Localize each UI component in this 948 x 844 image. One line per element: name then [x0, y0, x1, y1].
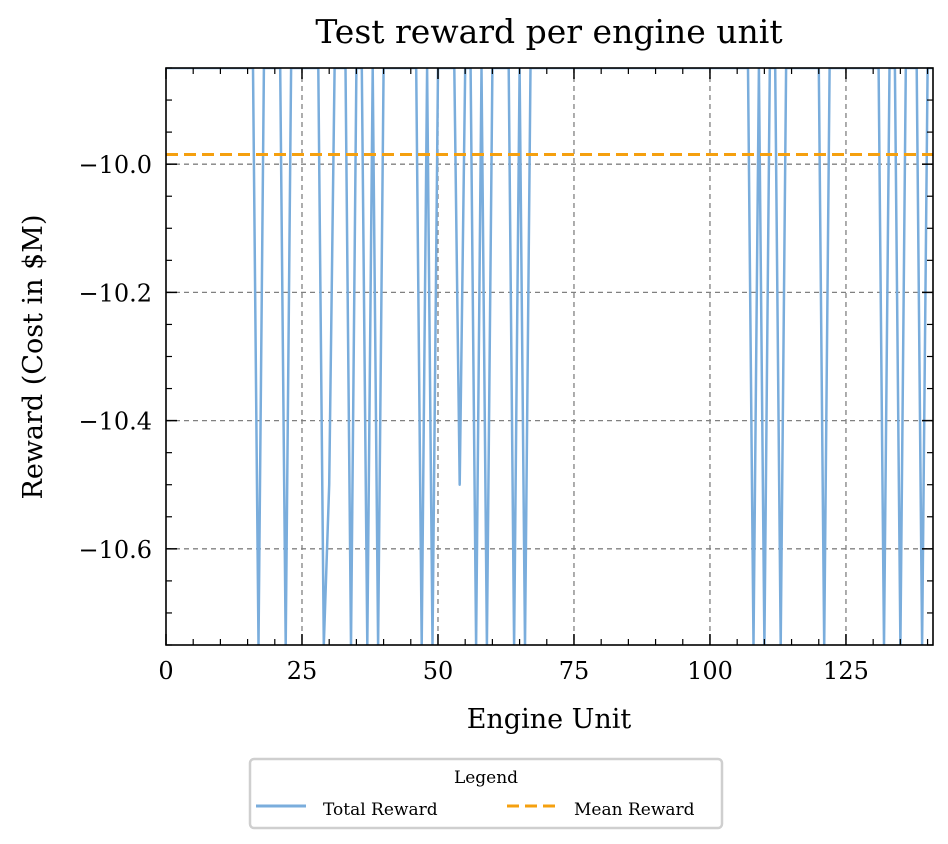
y-tick-label: −10.6: [78, 536, 152, 564]
y-tick-label: −10.2: [78, 279, 152, 307]
grid: [166, 68, 933, 645]
x-tick-label: 25: [287, 657, 318, 685]
x-tick-label: 75: [559, 657, 590, 685]
x-tick-label: 100: [687, 657, 733, 685]
y-tick-label: −10.4: [78, 408, 152, 436]
y-axis-label: Reward (Cost in $M): [18, 215, 49, 500]
x-axis-label: Engine Unit: [467, 704, 632, 735]
legend-label-total-reward: Total Reward: [323, 800, 438, 820]
y-tick-label: −10.0: [78, 151, 152, 179]
x-tick-label: 125: [823, 657, 869, 685]
axis-ticks: 0 25 50 75 100 125 −10.0 −10.2 −10.4 −10.6: [78, 67, 933, 685]
chart-title: Test reward per engine unit: [315, 12, 782, 51]
legend-box: [248, 757, 724, 830]
series-layer: [166, 68, 933, 645]
x-tick-label: 0: [158, 657, 173, 685]
x-tick-label: 50: [423, 657, 454, 685]
legend-title: Legend: [454, 768, 518, 788]
legend: Legend Total Reward Mean Reward: [248, 757, 724, 830]
legend-label-mean-reward: Mean Reward: [574, 800, 695, 820]
